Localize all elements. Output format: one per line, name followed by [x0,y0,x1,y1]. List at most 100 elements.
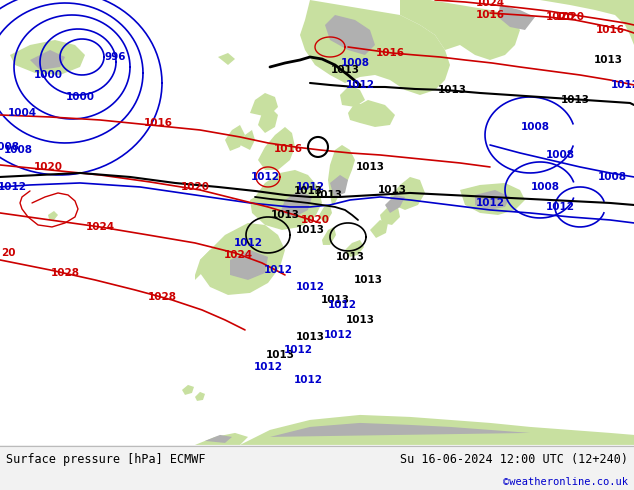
Text: 1016: 1016 [273,144,302,154]
Text: 1013: 1013 [313,190,342,200]
Text: 1016: 1016 [143,118,172,128]
Text: 1024: 1024 [476,0,505,8]
Polygon shape [225,125,245,151]
Polygon shape [370,220,388,238]
Text: 1008: 1008 [521,122,550,132]
Polygon shape [200,223,285,295]
Text: 1028: 1028 [148,292,176,302]
Polygon shape [510,0,634,45]
FancyBboxPatch shape [0,445,634,490]
Polygon shape [240,130,255,150]
Text: 1013: 1013 [295,225,325,235]
Polygon shape [318,205,332,223]
Text: 1020: 1020 [301,215,330,225]
Text: 1008: 1008 [4,145,32,155]
Text: 1012: 1012 [250,172,280,182]
Polygon shape [385,195,405,213]
Polygon shape [322,227,336,245]
Polygon shape [218,53,235,65]
Text: 1013: 1013 [321,295,349,305]
Text: 1012: 1012 [264,265,292,275]
Polygon shape [258,127,295,170]
Polygon shape [30,50,65,70]
Text: 1013: 1013 [294,186,323,196]
Polygon shape [230,250,268,280]
Text: 1013: 1013 [335,252,365,262]
Text: 1013: 1013 [437,85,467,95]
Text: 1008: 1008 [531,182,559,192]
Text: 1012: 1012 [283,345,313,355]
Polygon shape [400,0,520,60]
Polygon shape [250,170,322,230]
Text: 1013: 1013 [356,162,384,172]
Text: 1013: 1013 [330,65,359,75]
Text: 1012: 1012 [0,182,27,192]
Text: 1020: 1020 [545,12,574,22]
Text: 1013: 1013 [266,350,295,360]
Polygon shape [195,250,215,280]
Polygon shape [345,240,364,257]
Text: 1012: 1012 [295,182,325,192]
Text: 1000: 1000 [65,92,94,102]
Text: 1012: 1012 [294,375,323,385]
Polygon shape [250,93,278,117]
Text: 1012: 1012 [233,238,262,248]
Text: 1012: 1012 [328,300,356,310]
Text: 1020: 1020 [34,162,63,172]
Text: 1012: 1012 [545,202,574,212]
Text: 1013: 1013 [295,332,325,342]
Text: ©weatheronline.co.uk: ©weatheronline.co.uk [503,477,628,487]
Text: 1000: 1000 [34,70,63,80]
Polygon shape [195,392,205,401]
Polygon shape [390,177,425,210]
Text: Su 16-06-2024 12:00 UTC (12+240): Su 16-06-2024 12:00 UTC (12+240) [399,453,628,466]
Text: 1012: 1012 [476,198,505,208]
Polygon shape [328,145,355,205]
Polygon shape [475,190,510,210]
Text: 1012: 1012 [611,80,634,90]
Text: 1024: 1024 [223,250,252,260]
Text: 1013: 1013 [354,275,382,285]
Text: 1020: 1020 [555,12,585,22]
Polygon shape [300,0,450,95]
Polygon shape [340,85,365,107]
Polygon shape [258,107,278,133]
Polygon shape [205,435,232,443]
Text: 1013: 1013 [271,210,299,220]
Text: 1024: 1024 [86,222,115,232]
Polygon shape [270,423,530,437]
Polygon shape [325,15,375,55]
Text: 1013: 1013 [560,95,590,105]
Text: 1016: 1016 [476,10,505,20]
Polygon shape [280,190,312,217]
Text: 1013: 1013 [377,185,406,195]
Text: 1008: 1008 [340,58,370,68]
Text: 996: 996 [104,52,126,62]
Text: 1016: 1016 [375,48,404,58]
Text: 1012: 1012 [346,80,375,90]
Text: 1004: 1004 [8,108,37,118]
Text: 1012: 1012 [295,282,325,292]
Text: 1008: 1008 [597,172,626,182]
Text: Surface pressure [hPa] ECMWF: Surface pressure [hPa] ECMWF [6,453,206,466]
Text: 1016: 1016 [595,25,624,35]
Polygon shape [48,211,58,220]
Polygon shape [355,100,395,127]
Polygon shape [195,433,248,445]
Polygon shape [330,175,348,197]
Polygon shape [182,385,194,395]
Polygon shape [348,103,368,123]
Text: 1012: 1012 [254,362,283,372]
Text: 1020: 1020 [181,182,209,192]
Polygon shape [460,183,525,215]
Polygon shape [380,205,400,225]
Text: 20: 20 [1,248,15,258]
Polygon shape [10,40,85,75]
Text: 1028: 1028 [51,268,79,278]
Text: 1008: 1008 [545,150,574,160]
Text: 1013: 1013 [593,55,623,65]
Text: 1013: 1013 [346,315,375,325]
Polygon shape [498,5,535,30]
Text: 1012: 1012 [323,330,353,340]
Polygon shape [240,415,634,445]
